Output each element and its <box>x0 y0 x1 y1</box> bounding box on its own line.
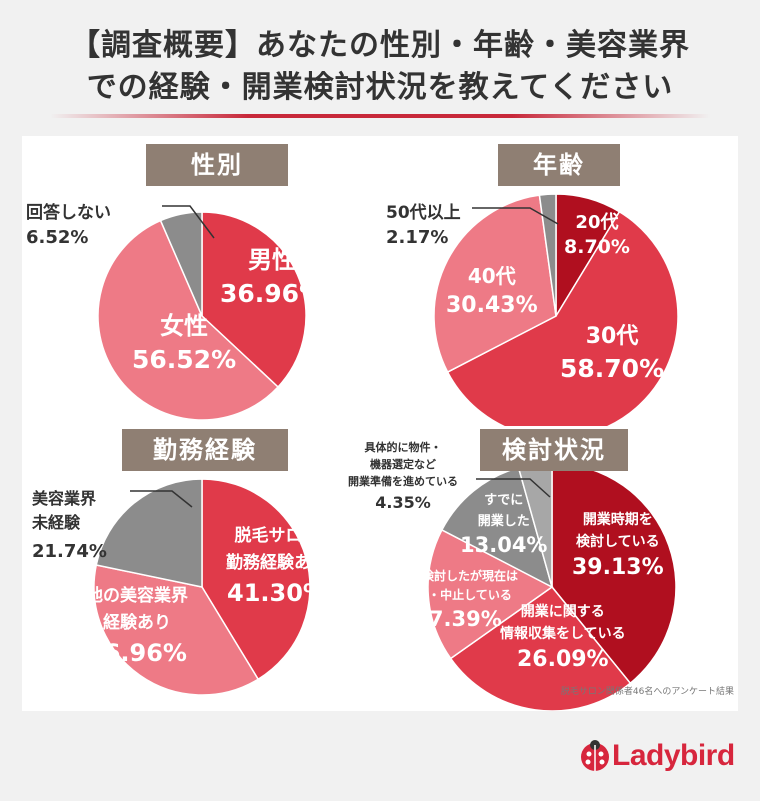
gender-heading: 性別 <box>146 144 288 186</box>
logo-text: Ladybird <box>612 739 735 772</box>
title-line-2: での経験・開業検討状況を教えてください <box>86 70 674 105</box>
work-experience-pie-chart <box>93 478 311 696</box>
age-50s-label: 50代以上 2.17% <box>386 203 461 248</box>
consideration-section: 検討状況 開業時期を 検討している 39.13% 開業に関する 情報収集をしてい… <box>348 421 738 711</box>
leader-line-0 <box>162 205 215 239</box>
age-section: 年齢 20代 8.70% 30代 58.70% 40代 30.43% 50代以上… <box>380 136 738 426</box>
age-20s-label: 20代 8.70% <box>564 212 630 258</box>
title-underline <box>50 114 710 118</box>
pie-slice-2-2 <box>95 478 203 588</box>
pie-slice-0-2 <box>159 211 203 317</box>
age-pie-chart <box>433 193 679 426</box>
gender-section: 性別 男性 36.96% 女性 56.52% 回答しない 6.52% <box>22 136 380 426</box>
planning-timing-label: 開業時期を 検討している 39.13% <box>572 512 664 580</box>
pie-slice-1-1 <box>446 210 679 426</box>
other-beauty-experience-label: 他の美容業界 経験あり 36.96% <box>86 586 188 667</box>
pie-slice-1-2 <box>433 194 557 374</box>
gathering-info-label: 開業に関する 情報収集をしている 26.09% <box>500 604 626 672</box>
no-answer-label: 回答しない 6.52% <box>26 203 111 248</box>
work-experience-heading: 勤務経験 <box>122 429 288 471</box>
pie-slice-2-0 <box>201 478 311 681</box>
pie-slice-0-0 <box>201 211 307 389</box>
salon-experience-label: 脱毛サロン 勤務経験あり 41.30% <box>226 526 328 607</box>
work-experience-section: 勤務経験 脱毛サロン 勤務経験あり 41.30% 他の美容業界 経験あり 36.… <box>22 421 380 711</box>
pie-slice-1-3 <box>538 193 557 317</box>
survey-card: 性別 男性 36.96% 女性 56.52% 回答しない 6.52% 年齢 20… <box>22 136 738 711</box>
on-hold-label: 一度検討したが現在は 保留・中止している 17.39% <box>398 569 519 631</box>
pie-slice-3-2 <box>427 528 554 660</box>
ladybug-icon <box>581 740 609 771</box>
consideration-heading: 検討状況 <box>480 429 628 471</box>
leader-line-2 <box>130 490 193 508</box>
footnote: 脱毛サロン関係者46名へのアンケート結果 <box>560 687 734 697</box>
title-line-1: 【調査概要】あなたの性別・年齢・美容業界 <box>70 28 690 63</box>
pie-slice-0-1 <box>97 219 280 421</box>
age-heading: 年齢 <box>498 144 620 186</box>
pie-slice-3-1 <box>449 585 632 711</box>
leader-line-3 <box>476 478 551 498</box>
age-30s-label: 30代 58.70% <box>560 324 665 383</box>
gender-pie-chart <box>97 205 307 421</box>
preparing-label: 具体的に物件・ 機器選定など 開業準備を進めている 4.35% <box>348 441 458 512</box>
ladybird-logo: Ladybird <box>578 738 735 774</box>
no-beauty-experience-label: 美容業界 未経験 21.74% <box>32 489 107 562</box>
female-label: 女性 56.52% <box>132 312 237 374</box>
already-opened-label: すでに 開業した 13.04% <box>460 493 548 557</box>
pie-slice-2-1 <box>93 564 260 696</box>
leader-line-1 <box>472 207 559 225</box>
male-label: 男性 36.96% <box>220 246 325 308</box>
age-40s-label: 40代 30.43% <box>446 264 538 318</box>
